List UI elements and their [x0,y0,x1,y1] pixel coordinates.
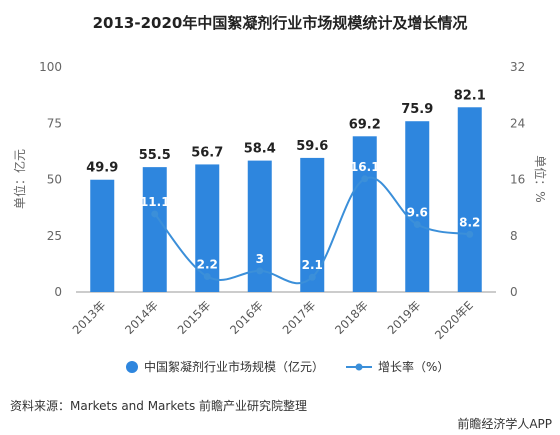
bar [195,164,220,292]
y-tick-label: 75 [47,116,62,130]
growth-rate-label: 2.2 [197,258,218,272]
y2-tick-label: 16 [510,173,525,187]
y-tick-label: 25 [47,229,62,243]
bar-value-label: 82.1 [454,88,486,103]
x-tick-label: 2018年 [332,298,371,337]
source-note: 资料来源：Markets and Markets 前瞻产业研究院整理 [10,398,307,413]
growth-rate-label: 11.1 [140,195,170,209]
bar-labels: 49.9 55.5 56.7 58.4 59.6 69.2 75.9 82.1 [86,88,486,175]
x-tick-label: 2016年 [227,298,266,337]
growth-rate-label: 2.1 [302,258,323,272]
y-tick-label: 100 [39,60,62,74]
legend-bar-marker [126,361,138,373]
y2-axis: 0 8 16 24 32 [510,60,525,299]
y-axis: 0 25 50 75 100 [39,60,62,299]
growth-rate-point [203,273,211,281]
bar-value-label: 69.2 [349,117,381,132]
y-axis-title: 单位：亿元 [12,149,27,209]
bar-value-label: 55.5 [139,148,171,163]
growth-rate-label: 3 [256,252,264,266]
y2-tick-label: 32 [510,60,525,74]
x-tick-label: 2017年 [280,298,319,337]
growth-rate-point [466,230,474,238]
bar [457,107,482,293]
y2-axis-title: 单位：% [533,155,548,202]
growth-rate-point [308,273,316,281]
y2-tick-label: 8 [510,229,518,243]
growth-rate-label: 8.2 [459,215,480,229]
bar [352,136,377,292]
line-series: 11.1 2.2 3 2.1 16.1 9.6 8.2 [140,160,480,285]
bar-value-label: 75.9 [401,102,433,117]
bar-value-label: 56.7 [191,145,223,160]
bar-series [90,107,482,293]
brand-credit: 前瞻经济学人APP [457,416,552,431]
growth-rate-point [151,210,159,218]
legend-line-label: 增长率（%） [378,359,449,374]
x-tick-label: 2015年 [175,298,214,337]
y2-tick-label: 0 [510,285,518,299]
y2-tick-label: 24 [510,116,525,130]
y-tick-label: 0 [54,285,62,299]
bar [142,167,167,292]
bar-value-label: 58.4 [244,142,276,157]
bar-value-label: 59.6 [296,139,328,154]
growth-rate-point [256,267,264,275]
legend: 中国絮凝剂行业市场规模（亿元） 增长率（%） [126,359,449,374]
x-axis: 2013年 2014年 2015年 2016年 2017年 2018年 2019年 2020年… [70,298,476,342]
bar [90,179,115,292]
x-tick-label: 2013年 [70,298,109,337]
growth-rate-point [361,175,369,183]
legend-line-dot [355,363,363,371]
bar-value-label: 49.9 [86,161,118,176]
legend-bar-label: 中国絮凝剂行业市场规模（亿元） [144,359,324,374]
x-tick-label: 2014年 [122,298,161,337]
chart-title: 2013-2020年中国絮凝剂行业市场规模统计及增长情况 [93,14,468,32]
growth-rate-label: 9.6 [407,206,428,220]
x-tick-label: 2020年E [432,298,476,342]
x-tick-label: 2019年 [385,298,424,337]
growth-rate-point [413,221,421,228]
growth-rate-label: 16.1 [350,160,380,174]
y-tick-label: 50 [47,173,62,187]
bar [405,121,430,292]
bar [300,157,325,292]
